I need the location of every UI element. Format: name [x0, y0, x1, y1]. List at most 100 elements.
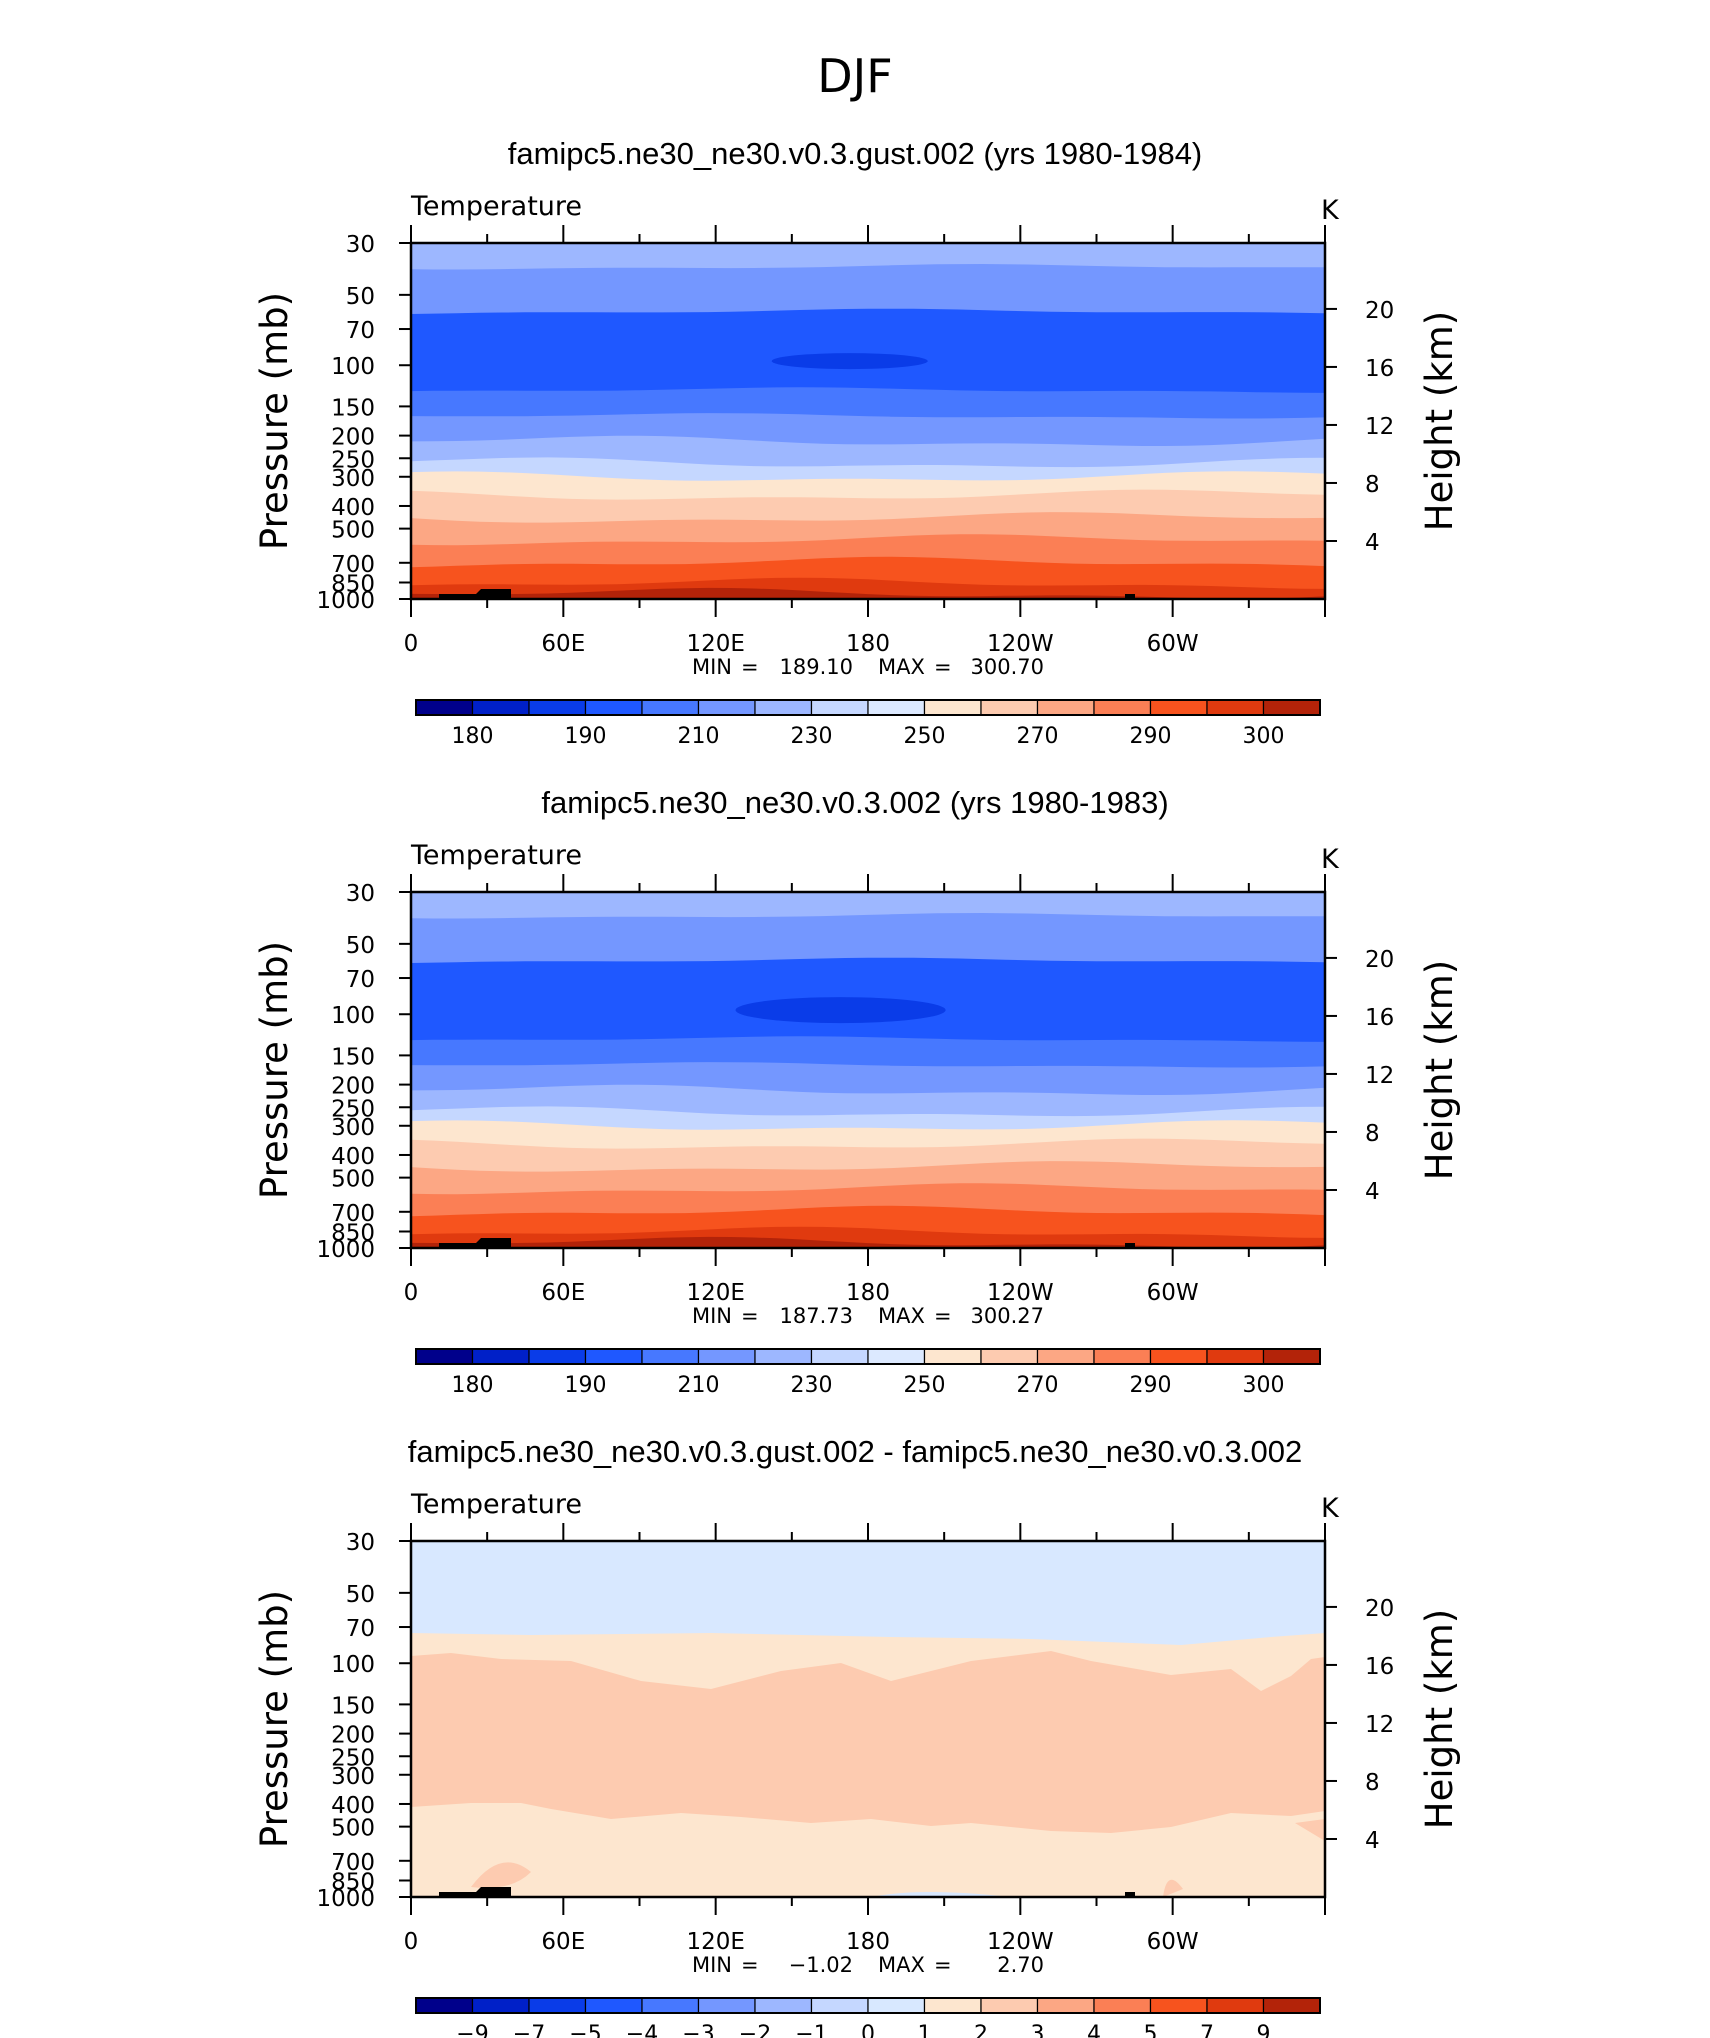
variable-label: Temperature: [410, 840, 582, 871]
colorbar-tick-label: 270: [1017, 724, 1059, 749]
y-tick-label: 500: [331, 1816, 375, 1842]
colorbar-tick-label: 2: [974, 2022, 988, 2038]
colorbar-swatch: [471, 1997, 530, 2014]
figure-title: DJF: [817, 49, 892, 103]
colorbar-tick-label: −5: [569, 2022, 601, 2038]
colorbar-swatch: [415, 1348, 474, 1365]
y-tick-label: 1000: [316, 588, 375, 614]
colorbar-swatch: [584, 1348, 643, 1365]
colorbar-swatch: [471, 1348, 530, 1365]
max-label: MAX: [878, 1304, 925, 1328]
min-value: 189.10: [780, 655, 853, 679]
colorbar-swatch: [641, 1997, 700, 2014]
y-tick-label: 300: [331, 466, 375, 492]
colorbar-frame: [415, 1997, 1321, 2014]
y-tick-label: 850: [331, 1870, 375, 1896]
height-tick-label: 20: [1365, 298, 1394, 324]
cold-core-contour: [771, 353, 928, 370]
y-tick-label: 30: [346, 881, 375, 907]
contour-band: [1295, 1819, 1325, 1841]
y-tick-label: 70: [346, 318, 375, 344]
min-equals: =: [741, 1953, 759, 1977]
x-tick-label: 120E: [686, 1929, 744, 1955]
y-tick-label: 30: [346, 232, 375, 258]
chart-panel-2: famipc5.ne30_ne30.v0.3.002 (yrs 1980-198…: [253, 785, 1461, 1398]
colorbar-tick-label: 180: [452, 724, 494, 749]
x-tick-label: 60E: [541, 1280, 585, 1306]
topography: [1125, 1892, 1135, 1897]
max-equals: =: [934, 655, 952, 679]
colorbar-swatch: [1036, 1348, 1095, 1365]
max-equals: =: [934, 1953, 952, 1977]
y-tick-label: 700: [331, 1850, 375, 1876]
colorbar-swatch: [584, 1997, 643, 2014]
min-value: 187.73: [780, 1304, 853, 1328]
max-value: 300.70: [971, 655, 1044, 679]
y-axis-right-title: Height (km): [1418, 960, 1461, 1180]
max-label: MAX: [878, 1953, 925, 1977]
x-tick-label: 0: [404, 631, 419, 657]
colorbar-swatch: [923, 1348, 982, 1365]
colorbar-tick-label: 210: [678, 724, 720, 749]
colorbar-swatch: [980, 1997, 1039, 2014]
colorbar-swatch: [1262, 1348, 1321, 1365]
colorbar-swatch: [1262, 1997, 1321, 2014]
y-tick-label: 100: [331, 354, 375, 380]
colorbar-tick-label: 290: [1130, 1373, 1172, 1398]
y-tick-label: 850: [331, 1221, 375, 1247]
contour-band: [471, 1862, 531, 1888]
height-tick-label: 4: [1365, 530, 1380, 556]
colorbar-tick-label: 1: [918, 2022, 932, 2038]
y-tick-label: 700: [331, 552, 375, 578]
cold-core-contour: [735, 997, 946, 1024]
y-tick-label: 400: [331, 1793, 375, 1819]
max-label: MAX: [878, 655, 925, 679]
colorbar-tick-label: 0: [861, 2022, 875, 2038]
colorbar-swatch: [1036, 699, 1095, 716]
colorbar-tick-label: −7: [513, 2022, 545, 2038]
min-label: MIN: [692, 655, 732, 679]
colorbar-swatch: [1093, 1348, 1152, 1365]
colorbar-tick-label: −2: [739, 2022, 771, 2038]
colorbar-swatch: [754, 1997, 813, 2014]
colorbar-frame: [415, 699, 1321, 716]
height-tick-label: 8: [1365, 1121, 1380, 1147]
colorbar: 180 190 210 230 250 270 290 300: [415, 1348, 1321, 1398]
colorbar-tick-label: 3: [1031, 2022, 1045, 2038]
colorbar: 180 190 210 230 250 270 290 300: [415, 699, 1321, 749]
colorbar-tick-label: 180: [452, 1373, 494, 1398]
colorbar-tick-label: 9: [1257, 2022, 1271, 2038]
topography: [439, 1238, 511, 1248]
colorbar-tick-label: 300: [1243, 724, 1285, 749]
x-tick-label: 0: [404, 1929, 419, 1955]
x-tick-label: 120W: [987, 631, 1054, 657]
colorbar-tick-label: 250: [904, 1373, 946, 1398]
topography: [1125, 1243, 1135, 1248]
x-tick-label: 120W: [987, 1929, 1054, 1955]
colorbar-tick-label: 4: [1087, 2022, 1101, 2038]
min-equals: =: [741, 655, 759, 679]
colorbar-swatch: [867, 1997, 926, 2014]
colorbar-swatch: [810, 1997, 869, 2014]
colorbar-swatch: [471, 699, 530, 716]
x-tick-label: 180: [846, 1280, 890, 1306]
colorbar-swatch: [923, 1997, 982, 2014]
contour-field: [411, 243, 1325, 599]
topography: [1125, 594, 1135, 599]
contour-field: [411, 892, 1325, 1248]
x-tick-label: 120E: [686, 631, 744, 657]
variable-label: Temperature: [410, 191, 582, 222]
height-tick-label: 12: [1365, 1712, 1394, 1738]
height-tick-label: 20: [1365, 1596, 1394, 1622]
y-axis-title: Pressure (mb): [253, 292, 296, 550]
x-tick-label: 60W: [1147, 1929, 1199, 1955]
y-tick-label: 1000: [316, 1886, 375, 1912]
y-axis-title: Pressure (mb): [253, 941, 296, 1199]
y-tick-label: 200: [331, 1723, 375, 1749]
colorbar-tick-label: −9: [456, 2022, 488, 2038]
x-tick-label: 60W: [1147, 1280, 1199, 1306]
height-tick-label: 8: [1365, 472, 1380, 498]
contour-field: [411, 1541, 1325, 1897]
x-tick-label: 120W: [987, 1280, 1054, 1306]
